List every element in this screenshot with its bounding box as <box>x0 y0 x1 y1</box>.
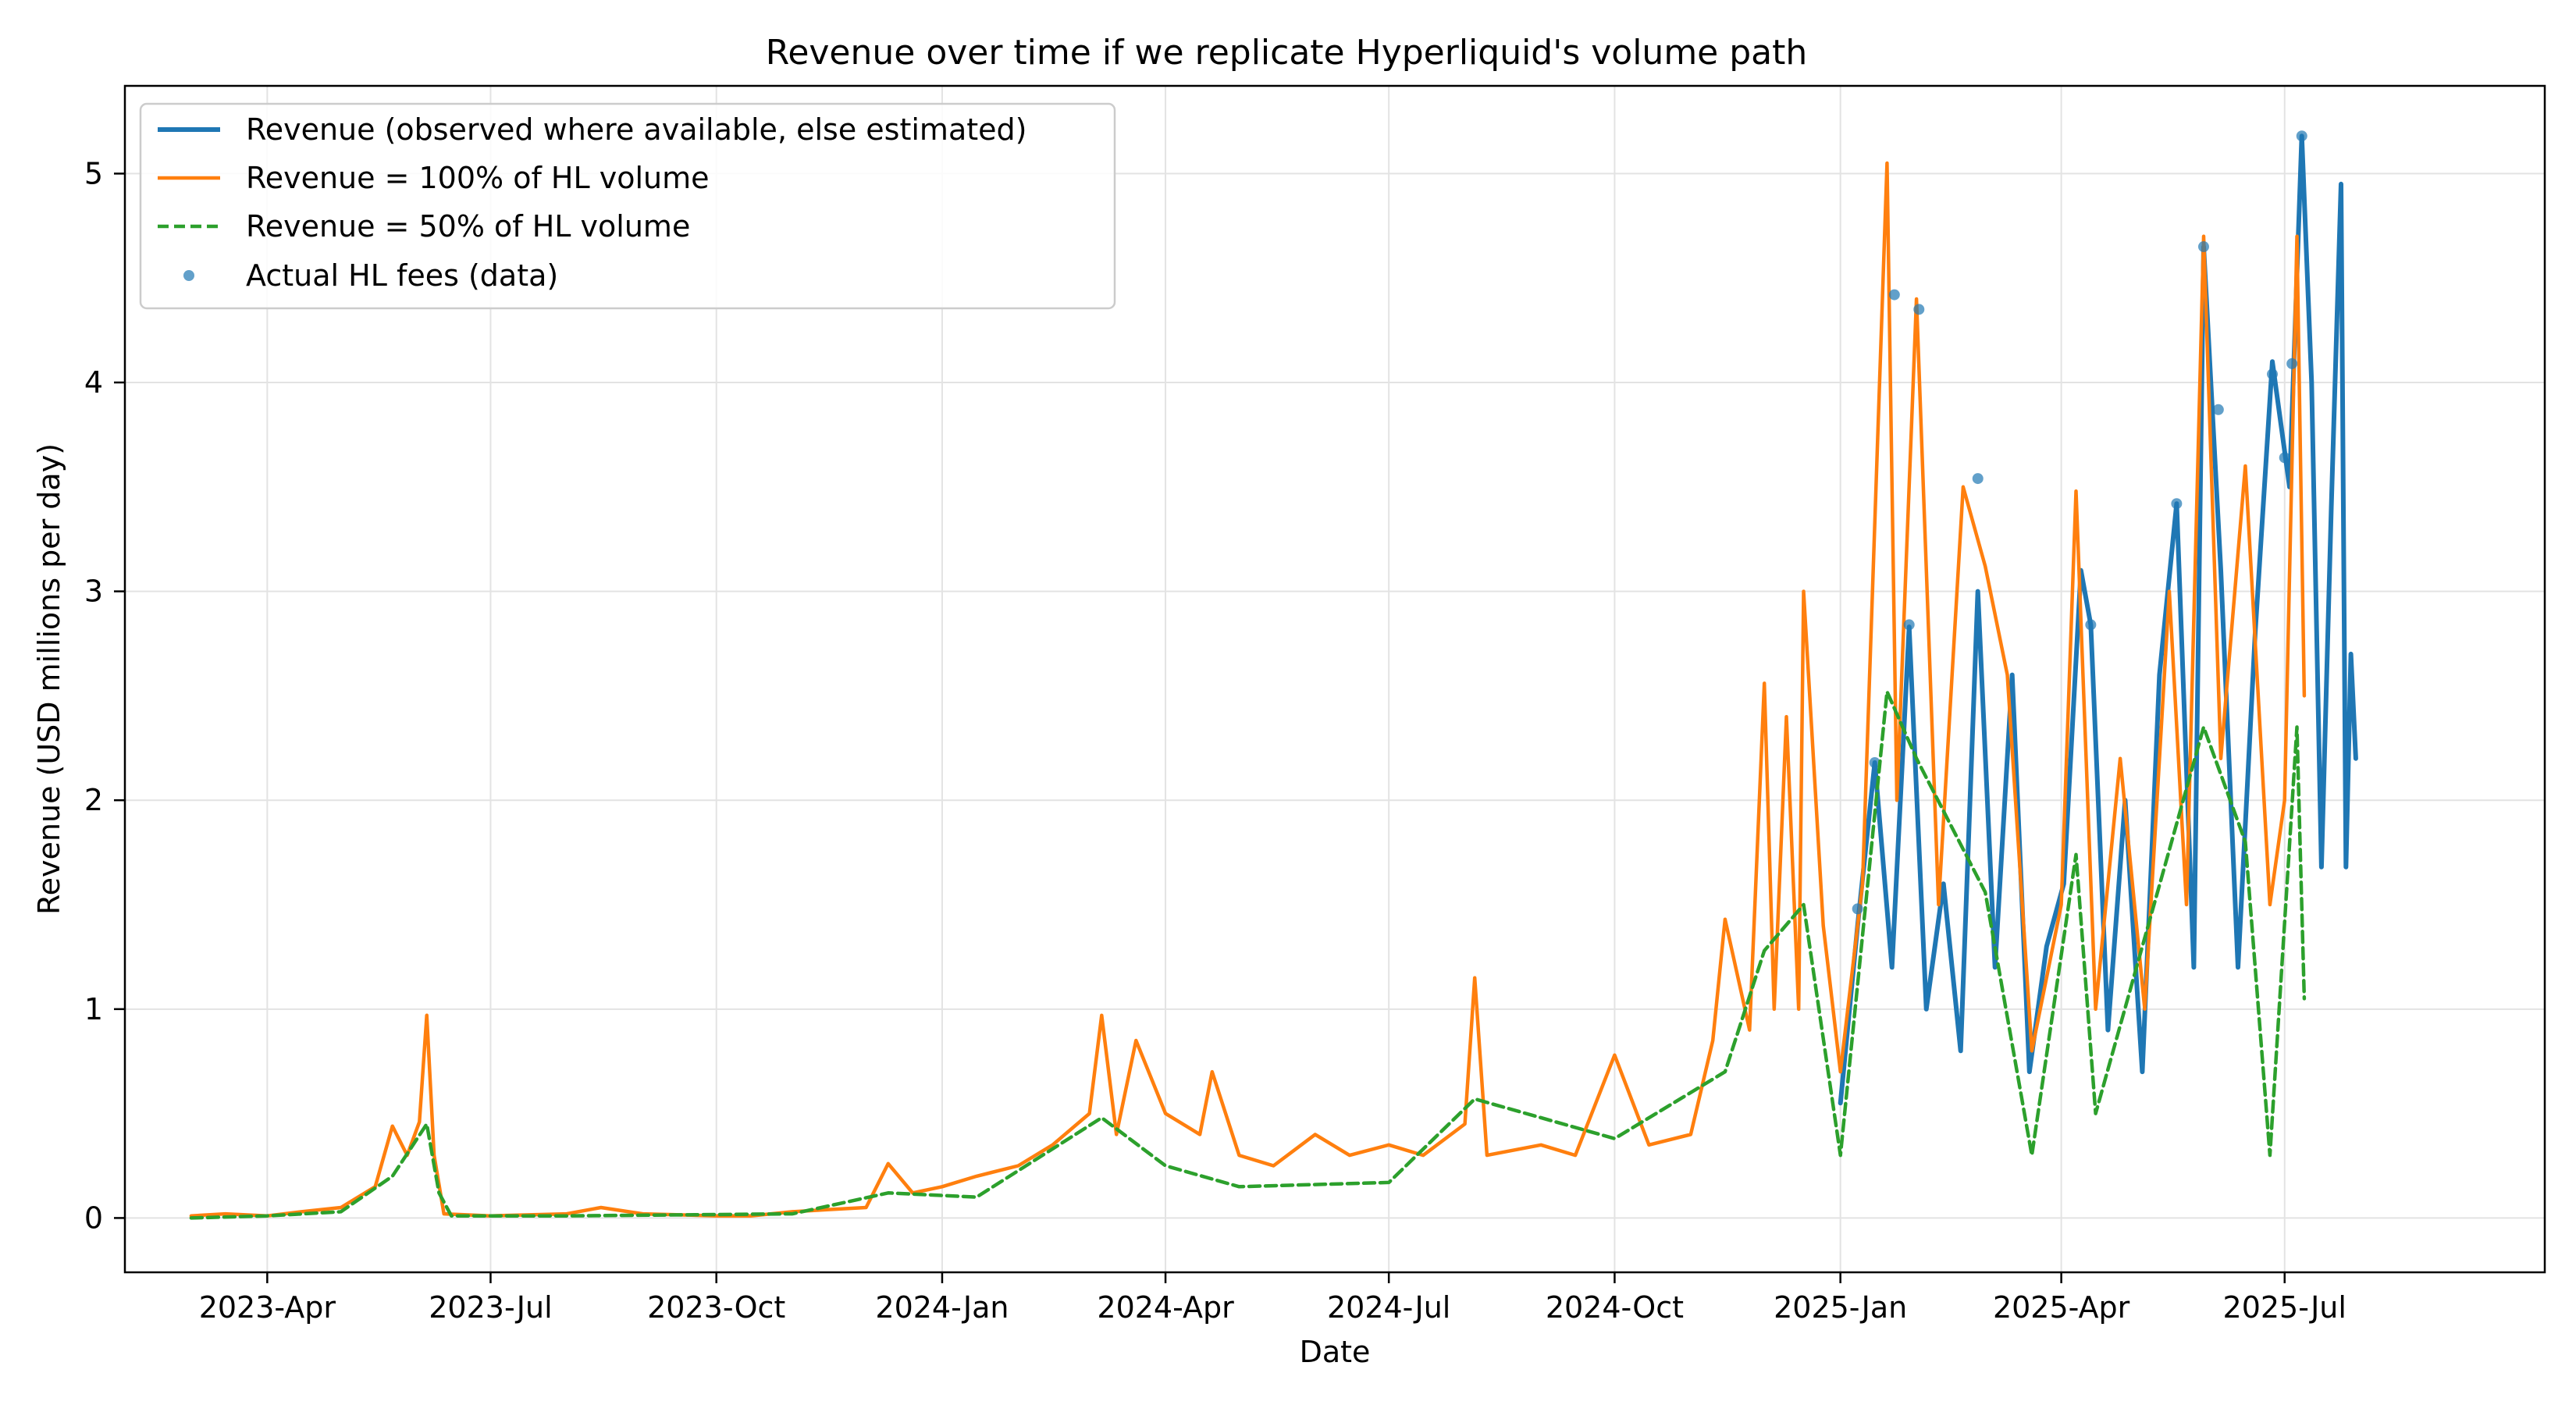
plot-frame <box>123 84 2546 1274</box>
x-tick-label: 2023-Oct <box>647 1290 785 1325</box>
x-tick-label: 2024-Jul <box>1327 1290 1450 1325</box>
plot-series <box>189 130 2358 1220</box>
y-tick-label: 1 <box>84 992 103 1026</box>
x-tick-label: 2024-Jan <box>875 1290 1009 1325</box>
legend-label-actual-fees: Actual HL fees (data) <box>246 258 558 293</box>
fee-data-point <box>1888 289 1900 301</box>
fee-data-point <box>2286 357 2298 369</box>
legend-label-50pct: Revenue = 50% of HL volume <box>246 209 690 244</box>
axis-ticks: 2023-Apr 2023-Jul 2023-Oct 2024-Jan 2024-Apr… <box>84 156 2347 1325</box>
y-tick-label: 3 <box>84 574 103 609</box>
fee-data-point <box>2085 619 2097 631</box>
x-tick-label: 2023-Apr <box>199 1290 336 1325</box>
series-line-100pct <box>189 161 2307 1218</box>
fee-data-point <box>2267 368 2279 380</box>
legend-label-100pct: Revenue = 100% of HL volume <box>246 161 710 195</box>
x-tick-label: 2025-Apr <box>1993 1290 2130 1325</box>
legend: Revenue (observed where available, else … <box>139 102 1116 310</box>
legend-swatch-actual-fees <box>183 270 194 281</box>
legend-box <box>139 102 1116 310</box>
y-tick-label: 0 <box>84 1200 103 1235</box>
y-tick-label: 2 <box>84 783 103 817</box>
x-tick-label: 2023-Jul <box>429 1290 552 1325</box>
y-tick-label: 5 <box>84 156 103 190</box>
fee-data-point <box>2279 452 2290 464</box>
fee-data-point <box>1852 903 1863 915</box>
x-tick-label: 2025-Jan <box>1774 1290 1907 1325</box>
fee-data-point <box>1869 757 1880 769</box>
fee-data-point <box>1903 619 1915 631</box>
fee-data-point <box>2171 498 2183 510</box>
fee-data-point <box>2296 130 2307 142</box>
y-axis-label: Revenue (USD millions per day) <box>32 443 66 915</box>
legend-label-observed-revenue: Revenue (observed where available, else … <box>246 112 1026 147</box>
x-tick-label: 2025-Jul <box>2223 1290 2347 1325</box>
chart-title: Revenue over time if we replicate Hyperl… <box>766 33 1808 73</box>
fee-data-point <box>2212 404 2224 415</box>
x-tick-label: 2024-Oct <box>1546 1290 1684 1325</box>
series-line-observed-revenue <box>1838 133 2358 1106</box>
fee-data-point <box>1913 304 1925 315</box>
series-line-50pct <box>189 689 2307 1220</box>
x-axis-label: Date <box>1300 1335 1371 1369</box>
y-tick-label: 4 <box>84 365 103 400</box>
fee-data-point <box>1972 473 1984 485</box>
x-tick-label: 2024-Apr <box>1097 1290 1234 1325</box>
series-actual-fees <box>1852 130 2307 915</box>
fee-data-point <box>2197 241 2209 253</box>
